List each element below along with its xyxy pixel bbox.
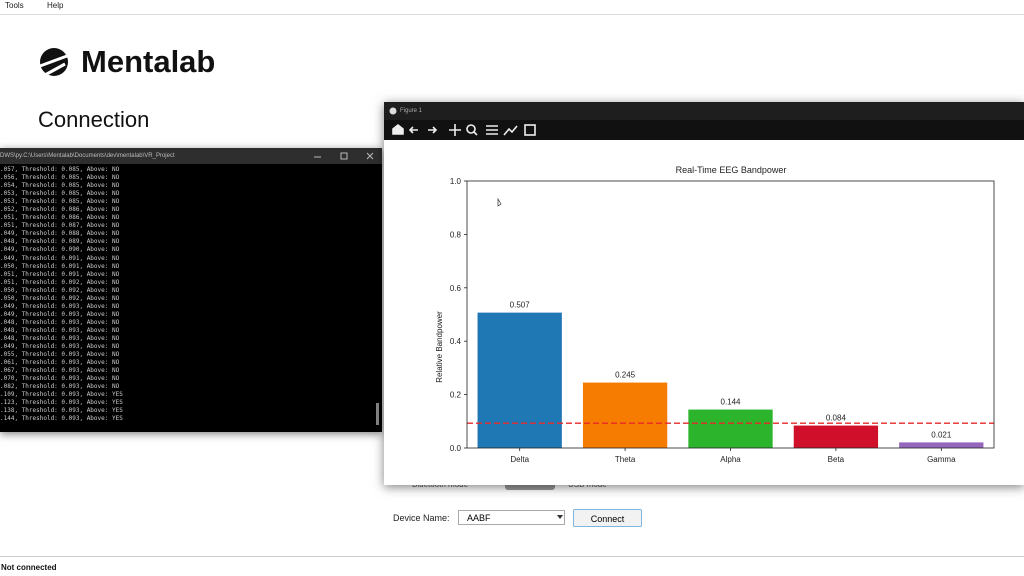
console-line: .109, Threshold: 0.093, Above: YES [0, 391, 123, 399]
menu-item[interactable]: Help [47, 1, 64, 10]
mode-toggle[interactable] [505, 480, 555, 490]
console-line: .123, Threshold: 0.093, Above: YES [0, 399, 123, 407]
console-line: .054, Threshold: 0.085, Above: NO [0, 182, 120, 190]
bar [899, 442, 984, 448]
logo-text: Mentalab [81, 44, 216, 79]
figure-title: Figure 1 [400, 108, 423, 114]
console-line: .056, Threshold: 0.085, Above: NO [0, 174, 120, 182]
console-line: .138, Threshold: 0.093, Above: YES [0, 407, 123, 415]
y-tick-label: 1.0 [450, 177, 462, 186]
device-label: Device Name: [393, 513, 450, 523]
console-line: .053, Threshold: 0.085, Above: NO [0, 198, 120, 206]
status-text: Not connected [1, 563, 57, 572]
console-line: .049, Threshold: 0.090, Above: NO [0, 246, 120, 254]
chart-title: Real-Time EEG Bandpower [676, 165, 787, 175]
x-tick-label: Theta [615, 455, 636, 464]
bar [477, 312, 562, 448]
console-line: .048, Threshold: 0.093, Above: NO [0, 326, 120, 334]
console-output: .057, Threshold: 0.085, Above: NO .056, T… [0, 166, 123, 424]
value-label: 0.084 [826, 414, 847, 423]
console-line: .051, Threshold: 0.086, Above: NO [0, 214, 120, 222]
y-tick-label: 0.2 [450, 391, 462, 400]
figure-titlebar: Figure 1 [384, 102, 1024, 120]
console-line: .049, Threshold: 0.088, Above: NO [0, 230, 120, 238]
y-tick-label: 0.4 [450, 337, 462, 346]
y-tick-label: 0.8 [450, 230, 462, 239]
x-tick-label: Beta [828, 455, 845, 464]
console-line: .049, Threshold: 0.093, Above: NO [0, 310, 120, 318]
console-line: .048, Threshold: 0.089, Above: NO [0, 238, 120, 246]
console-line: .067, Threshold: 0.093, Above: NO [0, 367, 120, 375]
heading: Connection [38, 107, 150, 132]
console-line: .052, Threshold: 0.086, Above: NO [0, 206, 120, 214]
y-axis-label: Relative Bandpower [435, 311, 444, 383]
console-line: .048, Threshold: 0.093, Above: NO [0, 318, 120, 326]
window-controls[interactable] [312, 152, 380, 161]
x-tick-label: Alpha [720, 455, 741, 464]
console-line: .061, Threshold: 0.093, Above: NO [0, 359, 120, 367]
axes-frame [466, 180, 995, 449]
mouse-cursor [497, 197, 502, 207]
console-line: .055, Threshold: 0.093, Above: NO [0, 351, 120, 359]
device-select[interactable]: AABF [458, 510, 565, 525]
y-tick-label: 0.0 [450, 444, 462, 453]
figure-icon [389, 107, 397, 115]
menu-item[interactable]: Tools [5, 1, 24, 10]
console-line: .050, Threshold: 0.092, Above: NO [0, 294, 120, 302]
logo-icon [39, 48, 68, 77]
toolbar-icons[interactable] [384, 120, 544, 140]
console-line: .053, Threshold: 0.085, Above: NO [0, 190, 120, 198]
toolbar [384, 120, 1024, 140]
console-line: .050, Threshold: 0.092, Above: NO [0, 286, 120, 294]
value-label: 0.245 [615, 371, 636, 380]
x-tick-label: Gamma [927, 455, 956, 464]
console-line: .057, Threshold: 0.085, Above: NO [0, 166, 120, 173]
console-line: .051, Threshold: 0.092, Above: NO [0, 278, 120, 286]
scrollbar[interactable] [376, 403, 379, 425]
console-line: .048, Threshold: 0.093, Above: NO [0, 334, 120, 342]
console-line: .049, Threshold: 0.093, Above: NO [0, 302, 120, 310]
x-tick-label: Delta [510, 455, 529, 464]
console-line: .050, Threshold: 0.091, Above: NO [0, 262, 120, 270]
value-label: 0.144 [720, 398, 741, 407]
figure-window: Figure 1 Real-Time EEG Bandpower Relativ… [384, 102, 1024, 485]
status-separator [0, 556, 1024, 557]
console-line: .082, Threshold: 0.093, Above: NO [0, 383, 120, 391]
console-line: .051, Threshold: 0.087, Above: NO [0, 222, 120, 230]
chart: Real-Time EEG Bandpower Relative Bandpow… [435, 165, 995, 464]
console-line: .144, Threshold: 0.093, Above: YES [0, 415, 123, 423]
value-label: 0.507 [510, 301, 531, 310]
connect-button[interactable]: Connect [573, 509, 642, 527]
menu-bar [0, 0, 1024, 15]
console-line: .051, Threshold: 0.091, Above: NO [0, 270, 120, 278]
bar [793, 425, 879, 448]
console-title: DWS\py.C:\Users\Mentalab\Documents\dev\m… [0, 148, 382, 164]
bar [688, 409, 773, 448]
console-window: DWS\py.C:\Users\Mentalab\Documents\dev\m… [0, 148, 382, 432]
bar [582, 382, 668, 448]
y-tick-label: 0.6 [450, 284, 462, 293]
console-line: .070, Threshold: 0.093, Above: NO [0, 375, 120, 383]
value-label: 0.021 [931, 430, 952, 439]
console-line: .049, Threshold: 0.093, Above: NO [0, 343, 120, 351]
console-line: .049, Threshold: 0.091, Above: NO [0, 254, 120, 262]
dropdown-arrow [557, 515, 563, 519]
